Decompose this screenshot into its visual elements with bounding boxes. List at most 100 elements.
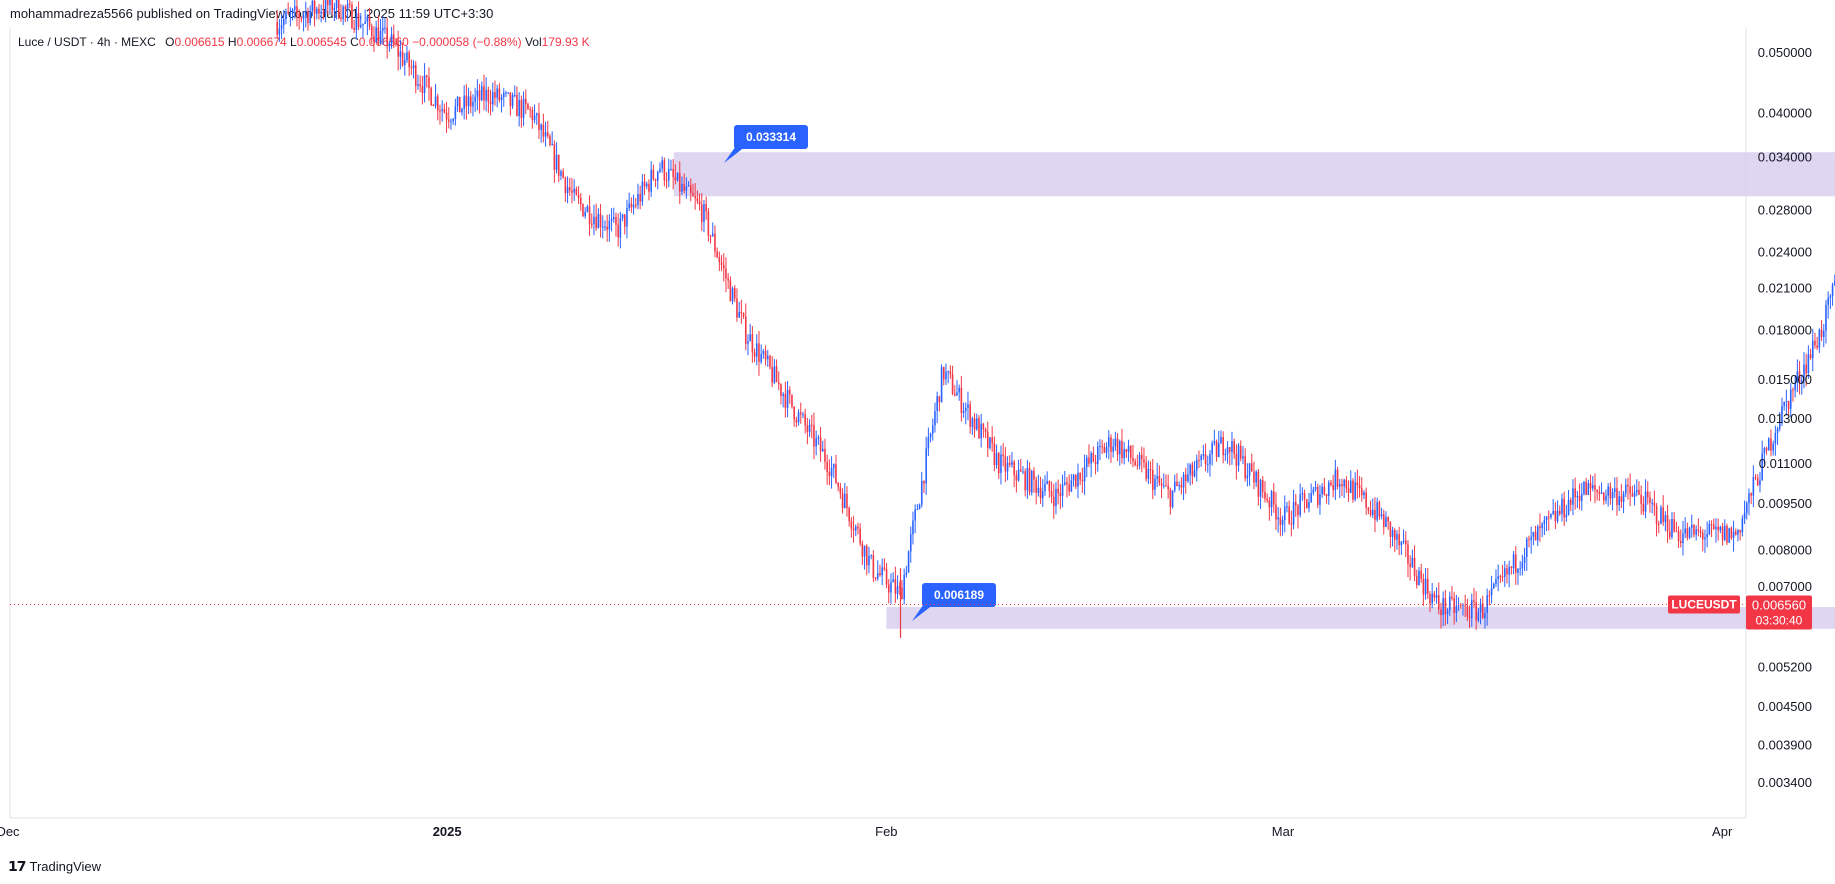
candle bbox=[1268, 496, 1271, 521]
candle bbox=[340, 4, 342, 22]
candle bbox=[1763, 446, 1766, 465]
candle-body bbox=[445, 112, 448, 120]
candle-body bbox=[1090, 453, 1092, 464]
candle-body bbox=[923, 480, 925, 484]
price-tick-label: 0.009500 bbox=[1758, 496, 1812, 511]
candle bbox=[287, 2, 289, 15]
candle bbox=[890, 573, 892, 604]
candle bbox=[722, 253, 725, 282]
candle-body bbox=[1367, 507, 1370, 511]
candle-body bbox=[1385, 517, 1387, 527]
candle-body bbox=[1407, 544, 1409, 564]
candle bbox=[1792, 387, 1794, 402]
candle bbox=[1519, 560, 1521, 576]
candle-body bbox=[795, 419, 798, 423]
candle-body bbox=[887, 584, 890, 593]
candle-body bbox=[1270, 491, 1273, 508]
candle bbox=[1583, 480, 1585, 496]
candle-body bbox=[489, 101, 492, 105]
candle bbox=[520, 95, 523, 128]
candle bbox=[689, 178, 692, 202]
candle bbox=[414, 61, 417, 94]
candle-body bbox=[1182, 474, 1185, 488]
candle-body bbox=[914, 509, 916, 521]
candle-body bbox=[1206, 464, 1209, 466]
candle-body bbox=[1180, 484, 1183, 488]
candle-body bbox=[1070, 480, 1073, 492]
candle bbox=[953, 385, 956, 397]
candle bbox=[1807, 345, 1810, 379]
candle-body bbox=[703, 204, 705, 222]
candle-body bbox=[1200, 455, 1202, 461]
candle bbox=[390, 26, 393, 49]
candle-body bbox=[1356, 482, 1359, 486]
candle bbox=[1028, 462, 1031, 496]
candle bbox=[1616, 477, 1618, 516]
candle bbox=[1605, 489, 1607, 504]
candle bbox=[661, 156, 663, 173]
candle-body bbox=[821, 448, 824, 452]
candle bbox=[1787, 400, 1790, 415]
candle-body bbox=[1578, 495, 1581, 502]
candle-body bbox=[615, 216, 617, 225]
candle bbox=[1624, 478, 1627, 498]
candle bbox=[595, 203, 597, 231]
candle bbox=[744, 303, 747, 351]
candle-body bbox=[1488, 595, 1491, 597]
candle bbox=[1132, 444, 1134, 468]
candle-body bbox=[634, 204, 637, 206]
candle-body bbox=[1561, 498, 1563, 514]
candle-body bbox=[773, 366, 776, 383]
candle bbox=[909, 526, 912, 563]
candle-body bbox=[1684, 528, 1686, 534]
candle bbox=[610, 208, 613, 232]
candle-body bbox=[1596, 489, 1598, 493]
candle bbox=[1789, 382, 1792, 418]
candle bbox=[392, 24, 395, 49]
candle-body bbox=[1649, 497, 1651, 503]
candle bbox=[1096, 441, 1099, 472]
candle bbox=[1338, 478, 1341, 499]
candle bbox=[1638, 481, 1640, 496]
candle bbox=[549, 133, 551, 147]
candle-body bbox=[1059, 492, 1062, 497]
candle-body bbox=[1288, 506, 1290, 524]
candle bbox=[1327, 480, 1330, 505]
candle bbox=[329, 0, 331, 15]
candle bbox=[1655, 503, 1658, 537]
candle bbox=[1424, 568, 1427, 600]
candle-body bbox=[984, 429, 987, 432]
candle bbox=[318, 3, 320, 20]
candle bbox=[458, 96, 461, 113]
candle-body bbox=[1217, 443, 1220, 457]
candle bbox=[1270, 489, 1273, 516]
candle bbox=[1088, 444, 1090, 467]
candle-body bbox=[1517, 568, 1519, 573]
price-tick-label: 0.011000 bbox=[1759, 456, 1812, 471]
candle bbox=[1745, 501, 1748, 520]
candle-body bbox=[612, 216, 615, 219]
candle bbox=[1818, 328, 1821, 353]
candle bbox=[872, 550, 875, 583]
candle bbox=[1510, 565, 1513, 575]
candle-body bbox=[907, 551, 910, 573]
candle bbox=[711, 222, 714, 237]
candle-body bbox=[1305, 499, 1308, 508]
candle bbox=[997, 451, 1000, 479]
candle-body bbox=[278, 28, 281, 35]
candle bbox=[1288, 500, 1290, 525]
candle-body bbox=[1831, 284, 1834, 297]
candle bbox=[1332, 474, 1334, 498]
candle-body bbox=[1338, 484, 1341, 487]
candle bbox=[1695, 525, 1697, 541]
candle bbox=[1176, 473, 1178, 487]
candle-body bbox=[1184, 474, 1187, 482]
candle bbox=[476, 79, 479, 111]
candle bbox=[663, 157, 666, 187]
candle-body bbox=[993, 443, 996, 466]
candle bbox=[366, 14, 369, 36]
candle-body bbox=[1332, 485, 1334, 491]
candle bbox=[487, 86, 490, 113]
candle-body bbox=[1668, 531, 1671, 538]
